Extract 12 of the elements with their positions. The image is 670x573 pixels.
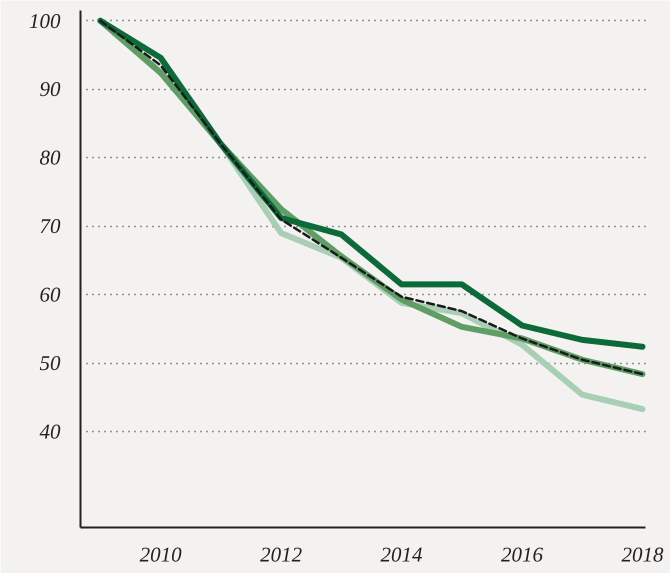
x-tick-label: 2012 (260, 542, 303, 566)
x-tick-label: 2014 (380, 542, 424, 566)
x-tick-label: 2018 (621, 542, 664, 566)
y-tick-label: 40 (40, 420, 61, 444)
y-tick-label: 80 (40, 146, 61, 170)
x-tick-label: 2010 (140, 542, 182, 566)
x-tick-label: 2016 (501, 542, 544, 566)
y-tick-label: 70 (40, 214, 61, 238)
y-tick-label: 100 (29, 8, 61, 33)
y-tick-label: 50 (40, 351, 61, 376)
y-tick-label: 60 (40, 282, 61, 307)
y-tick-label: 90 (40, 77, 61, 102)
